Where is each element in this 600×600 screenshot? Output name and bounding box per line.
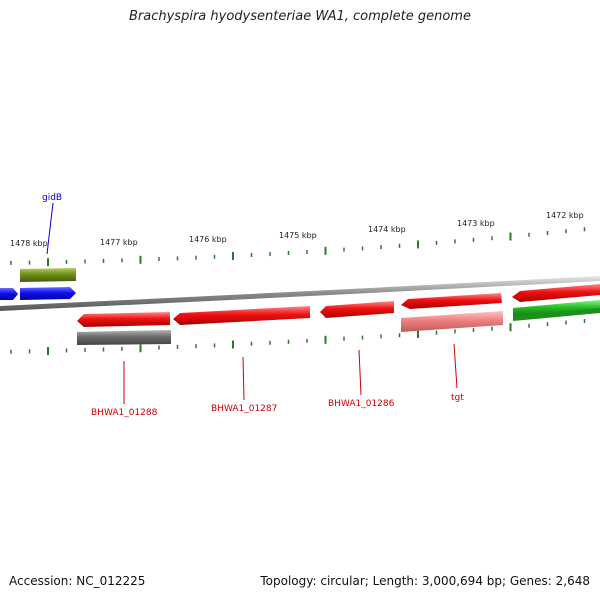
gene-feature-green-right[interactable] (513, 300, 600, 317)
gene-label-BHWA1_01286[interactable]: BHWA1_01286 (328, 399, 395, 409)
gene-label-BHWA1_01287[interactable]: BHWA1_01287 (211, 404, 277, 414)
leader-line-BHWA1_01286 (358, 349, 362, 396)
gene-feature-BHWA1_01288-gray[interactable] (77, 330, 171, 345)
gene-feature-blue-left[interactable] (0, 288, 18, 300)
gene-label-tgt[interactable]: tgt (451, 393, 464, 403)
scale-ticks-outer (10, 227, 586, 267)
gene-feature-red-right[interactable] (512, 284, 600, 302)
gene-feature-green-right-2[interactable] (513, 308, 600, 321)
gene-feature-gidB[interactable] (20, 287, 76, 300)
leader-line-tgt (453, 343, 458, 389)
leader-line-BHWA1_01287 (242, 356, 245, 401)
scale-label-1474: 1474 kbp (368, 225, 406, 234)
scale-label-1473: 1473 kbp (457, 219, 495, 228)
topology-summary: Topology: circular; Length: 3,000,694 bp… (260, 574, 590, 588)
map-title: Brachyspira hyodysenteriae WA1, complete… (129, 9, 471, 24)
gene-label-gidB[interactable]: gidB (42, 193, 62, 203)
gene-feature-BHWA1_01286[interactable] (320, 301, 394, 318)
scale-label-1478: 1478 kbp (10, 239, 48, 248)
gene-feature-BHWA1_01288[interactable] (77, 312, 170, 327)
gene-feature-tgt-pink[interactable] (401, 311, 503, 332)
scale-ticks-inner (10, 319, 586, 355)
scale-label-1477: 1477 kbp (100, 238, 138, 247)
genome-backbone (0, 276, 600, 311)
scale-label-1475: 1475 kbp (279, 231, 317, 240)
gene-feature-tgt[interactable] (401, 293, 502, 309)
gene-feature-olive[interactable] (20, 268, 76, 282)
accession-text: Accession: NC_012225 (9, 574, 146, 588)
gene-feature-BHWA1_01287[interactable] (173, 306, 310, 325)
scale-label-1472: 1472 kbp (546, 211, 584, 220)
leader-line-gidB (46, 202, 54, 255)
gene-label-BHWA1_01288[interactable]: BHWA1_01288 (91, 408, 158, 418)
scale-label-1476: 1476 kbp (189, 235, 227, 244)
